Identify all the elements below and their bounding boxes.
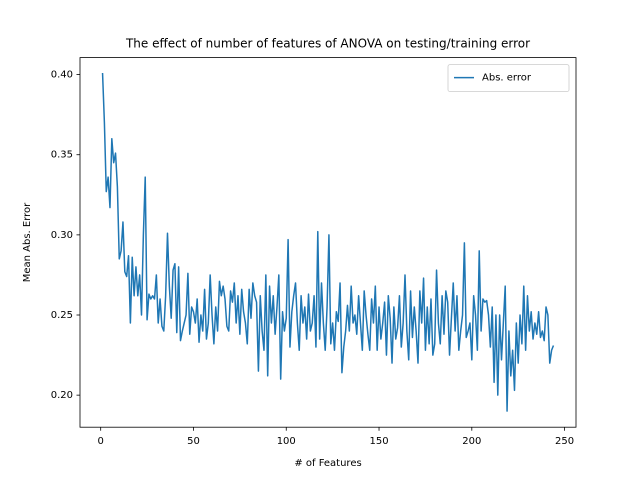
x-tick-label: 200 xyxy=(462,436,481,447)
x-tick-label: 100 xyxy=(277,436,296,447)
legend-label: Abs. error xyxy=(482,73,532,84)
x-tick-label: 50 xyxy=(187,436,200,447)
x-axis-label: # of Features xyxy=(294,458,361,469)
chart-title: The effect of number of features of ANOV… xyxy=(125,37,530,51)
y-axis-label: Mean Abs. Error xyxy=(22,202,33,282)
y-tick-label: 0.35 xyxy=(51,150,73,161)
y-tick-label: 0.25 xyxy=(51,310,73,321)
x-tick-label: 250 xyxy=(555,436,574,447)
legend-box xyxy=(447,64,570,92)
plot-frame xyxy=(79,57,577,428)
y-tick-label: 0.20 xyxy=(51,390,73,401)
y-tick-label: 0.30 xyxy=(51,230,73,241)
x-tick-label: 0 xyxy=(98,436,104,447)
x-tick-label: 150 xyxy=(369,436,388,447)
data-line xyxy=(101,72,555,412)
y-tick-label: 0.40 xyxy=(51,70,73,81)
